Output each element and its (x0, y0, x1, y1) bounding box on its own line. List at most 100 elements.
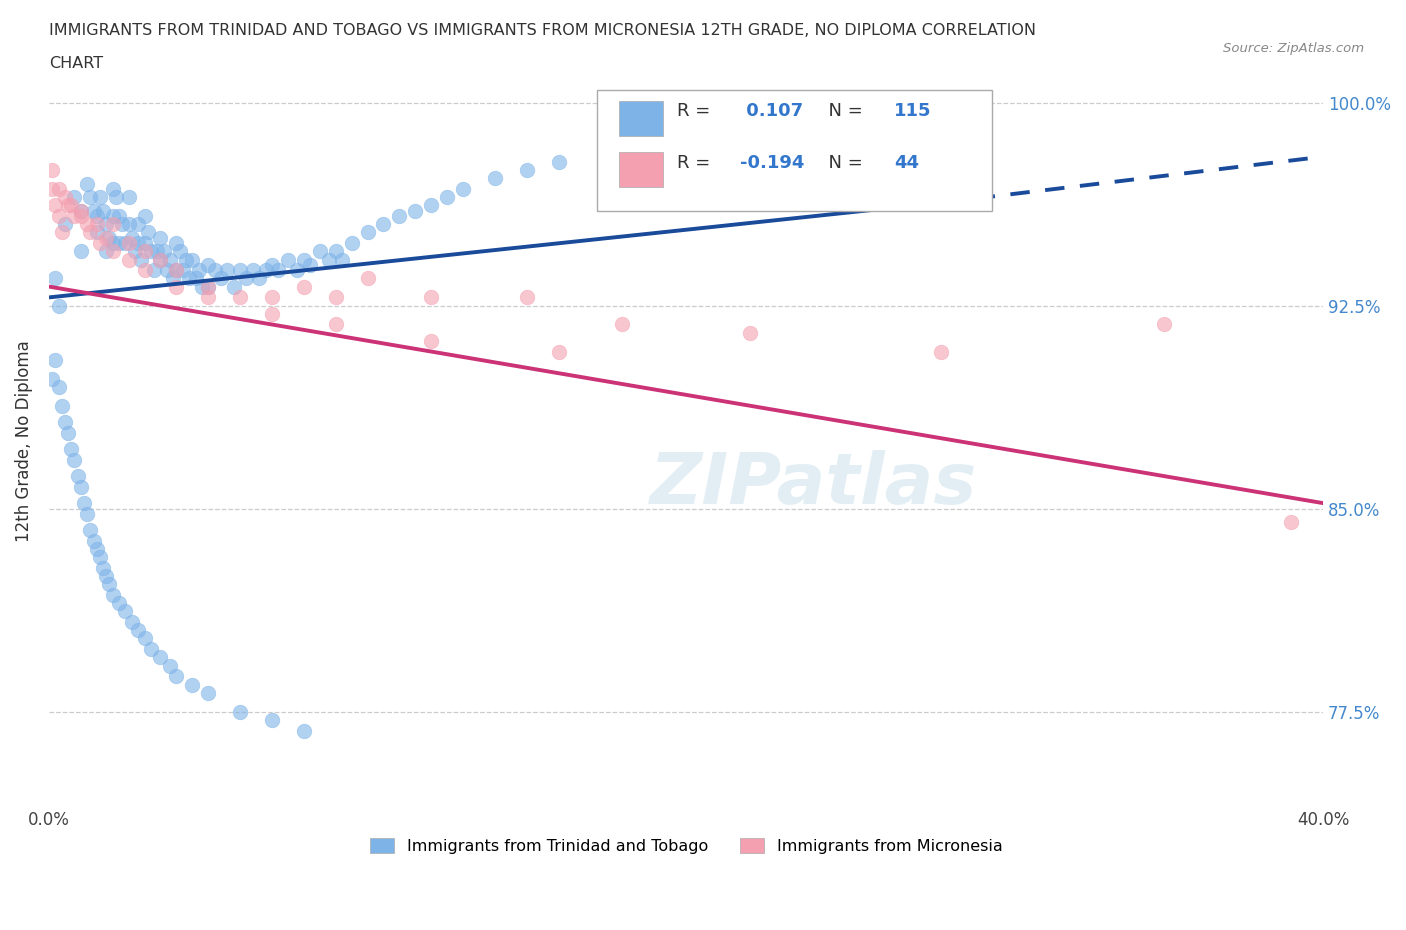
Text: 115: 115 (894, 102, 931, 121)
Point (388, 208, 411, 223)
Point (209, 271, 232, 286)
Point (44, 198, 66, 213)
Point (79, 225, 101, 240)
Point (79, 190, 101, 205)
Point (108, 236, 131, 251)
Point (60, 198, 83, 213)
Point (127, 236, 149, 251)
Text: IMMIGRANTS FROM TRINIDAD AND TOBAGO VS IMMIGRANTS FROM MICRONESIA 12TH GRADE, NO: IMMIGRANTS FROM TRINIDAD AND TOBAGO VS I… (49, 23, 1036, 38)
Point (287, 263, 309, 278)
Point (197, 279, 219, 294)
Point (91, 204, 114, 219)
Point (229, 704, 252, 719)
Point (127, 623, 149, 638)
Point (101, 244, 124, 259)
Point (404, 204, 426, 219)
Point (51, 398, 73, 413)
Point (165, 263, 187, 278)
Point (121, 231, 143, 246)
Text: N =: N = (817, 153, 869, 172)
Point (111, 217, 134, 232)
Point (134, 244, 156, 259)
Point (134, 631, 156, 646)
Point (76, 217, 98, 232)
Point (197, 290, 219, 305)
Point (292, 252, 315, 267)
Point (547, 154, 569, 169)
Point (612, 317, 634, 332)
Point (134, 263, 156, 278)
Point (48, 379, 70, 394)
Point (169, 244, 191, 259)
Point (136, 225, 159, 240)
Point (267, 263, 290, 278)
Point (86, 208, 108, 223)
Point (929, 344, 952, 359)
Point (89, 190, 111, 205)
Point (48, 181, 70, 196)
Point (44, 271, 66, 286)
Point (89, 236, 111, 251)
Point (260, 290, 283, 305)
Point (117, 236, 139, 251)
Point (56, 198, 79, 213)
Point (114, 236, 136, 251)
Point (69, 480, 91, 495)
Point (98, 231, 121, 246)
Point (73, 496, 96, 511)
Text: 44: 44 (894, 153, 918, 172)
Bar (619, 101, 664, 136)
Point (56, 425, 79, 440)
Point (86, 225, 108, 240)
Point (149, 252, 172, 267)
Point (204, 263, 226, 278)
Point (48, 299, 70, 313)
Point (91, 561, 114, 576)
Point (181, 677, 204, 692)
Point (69, 204, 91, 219)
Text: 0.107: 0.107 (740, 102, 803, 121)
Legend: Immigrants from Trinidad and Tobago, Immigrants from Micronesia: Immigrants from Trinidad and Tobago, Imm… (364, 832, 1008, 860)
Point (197, 685, 219, 700)
Point (340, 236, 363, 251)
Point (420, 198, 443, 213)
Point (114, 604, 136, 618)
Point (101, 181, 124, 196)
Point (66, 469, 89, 484)
Point (124, 244, 146, 259)
Point (131, 252, 153, 267)
Point (127, 217, 149, 232)
Point (1279, 514, 1302, 529)
Text: R =: R = (678, 102, 716, 121)
Point (134, 236, 156, 251)
Point (162, 271, 184, 286)
Point (149, 252, 172, 267)
Point (69, 204, 91, 219)
Point (229, 263, 252, 278)
Point (44, 352, 66, 367)
Point (356, 225, 378, 240)
Point (318, 252, 340, 267)
Point (146, 244, 169, 259)
Point (51, 225, 73, 240)
Point (63, 452, 86, 467)
Point (325, 317, 347, 332)
Point (222, 279, 245, 294)
FancyBboxPatch shape (598, 90, 991, 211)
Point (420, 333, 443, 348)
Point (159, 658, 181, 673)
Point (174, 252, 197, 267)
Point (156, 263, 179, 278)
Point (86, 541, 108, 556)
Point (79, 523, 101, 538)
Point (96, 231, 118, 246)
Text: N =: N = (817, 102, 869, 121)
Point (96, 244, 118, 259)
Point (242, 263, 264, 278)
Point (356, 271, 378, 286)
Point (738, 326, 761, 340)
Text: CHART: CHART (49, 56, 103, 71)
Point (373, 217, 395, 232)
Point (547, 344, 569, 359)
Point (41, 181, 63, 196)
